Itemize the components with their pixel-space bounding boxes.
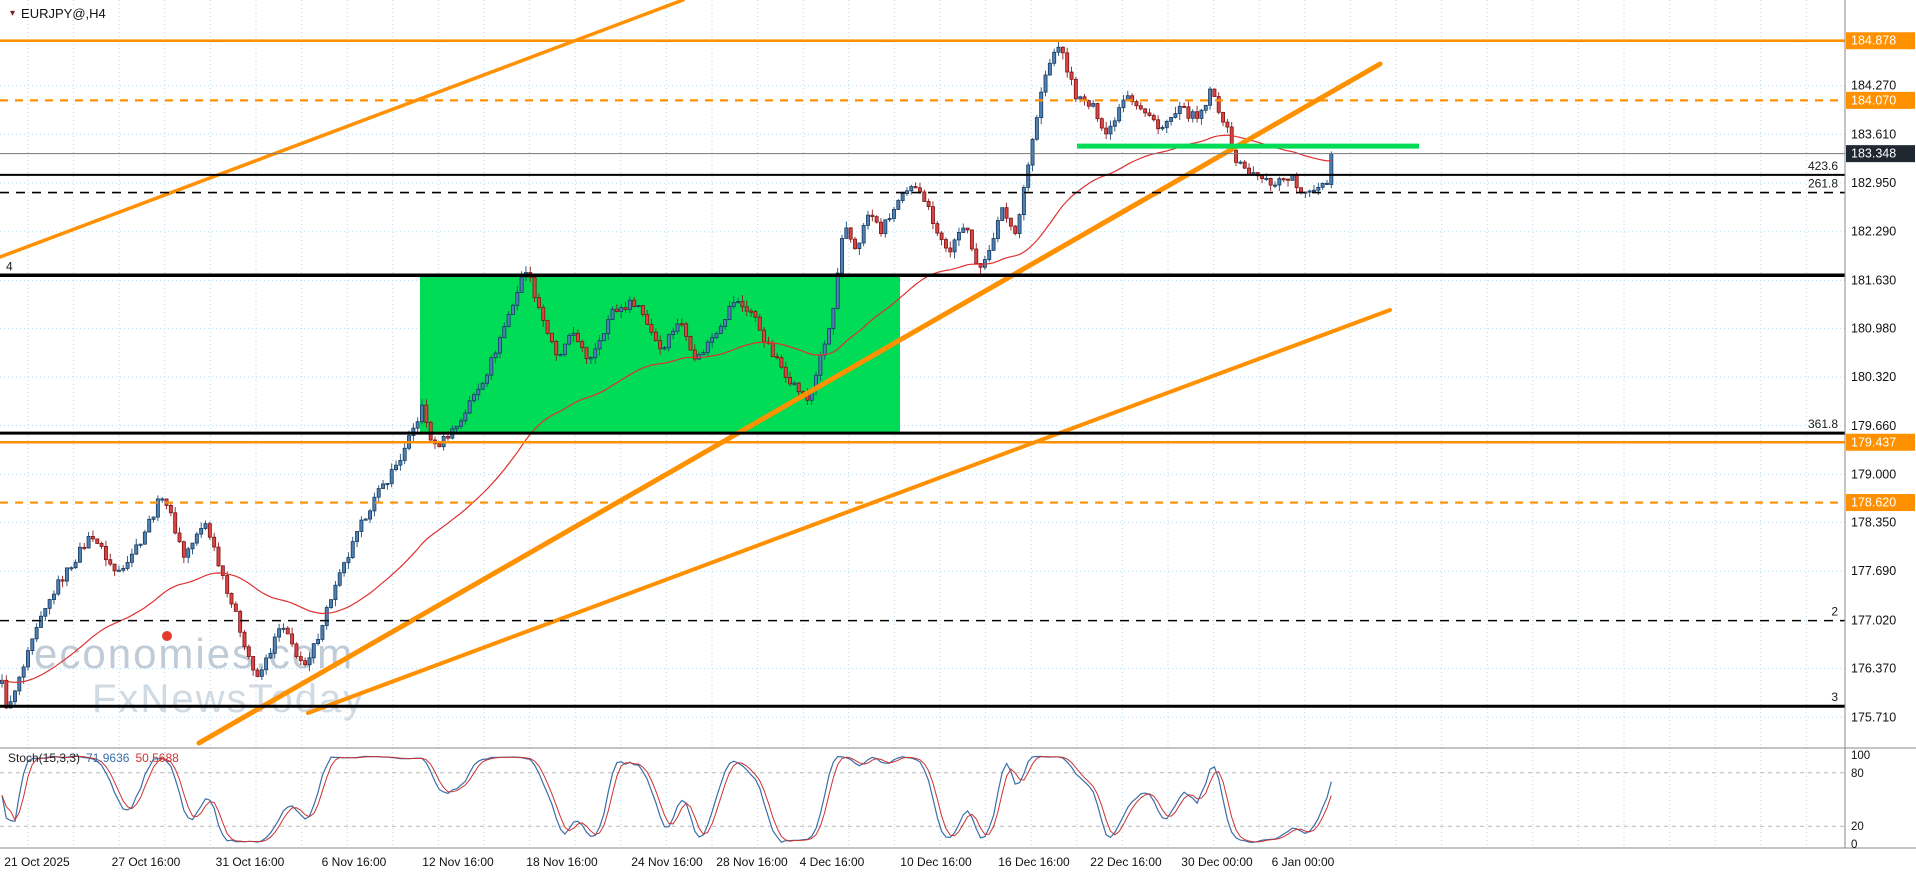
stoch-axis[interactable]: 100 80 20 0 [1851, 750, 1870, 851]
price-axis[interactable]: 184.270 183.610 182.950 182.290 181.630 180.9… [1846, 32, 1915, 724]
price-tick: 180.320 [1851, 370, 1896, 384]
price-box-text: 183.348 [1851, 147, 1896, 161]
indicator-name: Stoch(15,3,3) [8, 751, 81, 765]
price-tick: 179.660 [1851, 419, 1896, 433]
watermark-line2: FxNewsToday [92, 677, 365, 721]
price-tick: 175.710 [1851, 710, 1896, 724]
stoch-tick: 80 [1851, 768, 1864, 780]
price-tick: 180.980 [1851, 321, 1896, 335]
price-box-183.348 [1846, 145, 1915, 163]
indicator-value-main: 71.9636 [86, 751, 130, 765]
symbol-timeframe-text: EURJPY@,H4 [21, 6, 106, 21]
level-label: 3 [1831, 690, 1838, 704]
price-tick: 182.950 [1851, 176, 1896, 190]
price-tick: 179.000 [1851, 468, 1896, 482]
price-tick: 181.630 [1851, 273, 1896, 287]
time-tick: 16 Dec 16:00 [998, 855, 1070, 869]
stoch-tick: 0 [1851, 839, 1857, 851]
watermark-logo-dot [162, 631, 172, 641]
time-tick: 12 Nov 16:00 [422, 855, 494, 869]
level-label: 4 [6, 259, 13, 273]
level-label: 361.8 [1808, 417, 1838, 431]
time-tick: 6 Nov 16:00 [322, 855, 387, 869]
price-box-179.437 [1846, 433, 1915, 451]
price-tick: 183.610 [1851, 127, 1896, 141]
time-tick: 28 Nov 16:00 [716, 855, 788, 869]
watermark-line1: economies.com [34, 630, 354, 677]
time-tick: 10 Dec 16:00 [900, 855, 972, 869]
time-tick: 21 Oct 2025 [4, 855, 70, 869]
price-tick: 178.350 [1851, 515, 1896, 529]
chart-symbol-label: ▾ EURJPY@,H4 [10, 6, 106, 21]
price-tick: 182.290 [1851, 225, 1896, 239]
stoch-main-line [1, 755, 1332, 844]
time-tick: 22 Dec 16:00 [1090, 855, 1162, 869]
time-tick: 6 Jan 00:00 [1272, 855, 1335, 869]
level-label: 423.6 [1808, 159, 1838, 173]
level-label: 261.8 [1808, 177, 1838, 191]
stochastic-pane [1, 755, 1332, 844]
price-tick: 177.020 [1851, 614, 1896, 628]
price-box-184.070 [1846, 91, 1915, 109]
price-tick: 184.270 [1851, 79, 1896, 93]
trendlines[interactable] [0, 0, 1392, 746]
time-tick: 4 Dec 16:00 [800, 855, 865, 869]
level-label: 2 [1831, 605, 1838, 619]
price-box-text: 179.437 [1851, 435, 1896, 449]
price-box-text: 184.878 [1851, 34, 1896, 48]
stoch-tick: 100 [1851, 750, 1870, 762]
price-box-178.620 [1846, 494, 1915, 512]
chart-collapse-icon[interactable]: ▾ [10, 7, 16, 19]
time-tick: 31 Oct 16:00 [216, 855, 285, 869]
price-box-184.878 [1846, 32, 1915, 50]
price-levels[interactable]: 423.6 261.8 4 361.8 2 3 [0, 39, 1845, 708]
price-tick: 177.690 [1851, 564, 1896, 578]
time-axis[interactable]: 21 Oct 2025 27 Oct 16:00 31 Oct 16:00 6 Nov… [4, 855, 1334, 869]
time-tick: 18 Nov 16:00 [526, 855, 598, 869]
moving-average-line [1, 134, 1332, 683]
indicator-value-signal: 50.5688 [135, 751, 179, 765]
price-box-text: 184.070 [1851, 93, 1896, 107]
stoch-tick: 20 [1851, 821, 1864, 833]
time-tick: 30 Dec 00:00 [1181, 855, 1253, 869]
price-tick: 176.370 [1851, 662, 1896, 676]
price-box-text: 178.620 [1851, 496, 1896, 510]
stoch-signal-line [1, 755, 1332, 843]
time-tick: 27 Oct 16:00 [112, 855, 181, 869]
time-tick: 24 Nov 16:00 [631, 855, 703, 869]
indicator-label: Stoch(15,3,3) 71.9636 50.5688 [8, 751, 185, 765]
separators [0, 0, 1916, 849]
